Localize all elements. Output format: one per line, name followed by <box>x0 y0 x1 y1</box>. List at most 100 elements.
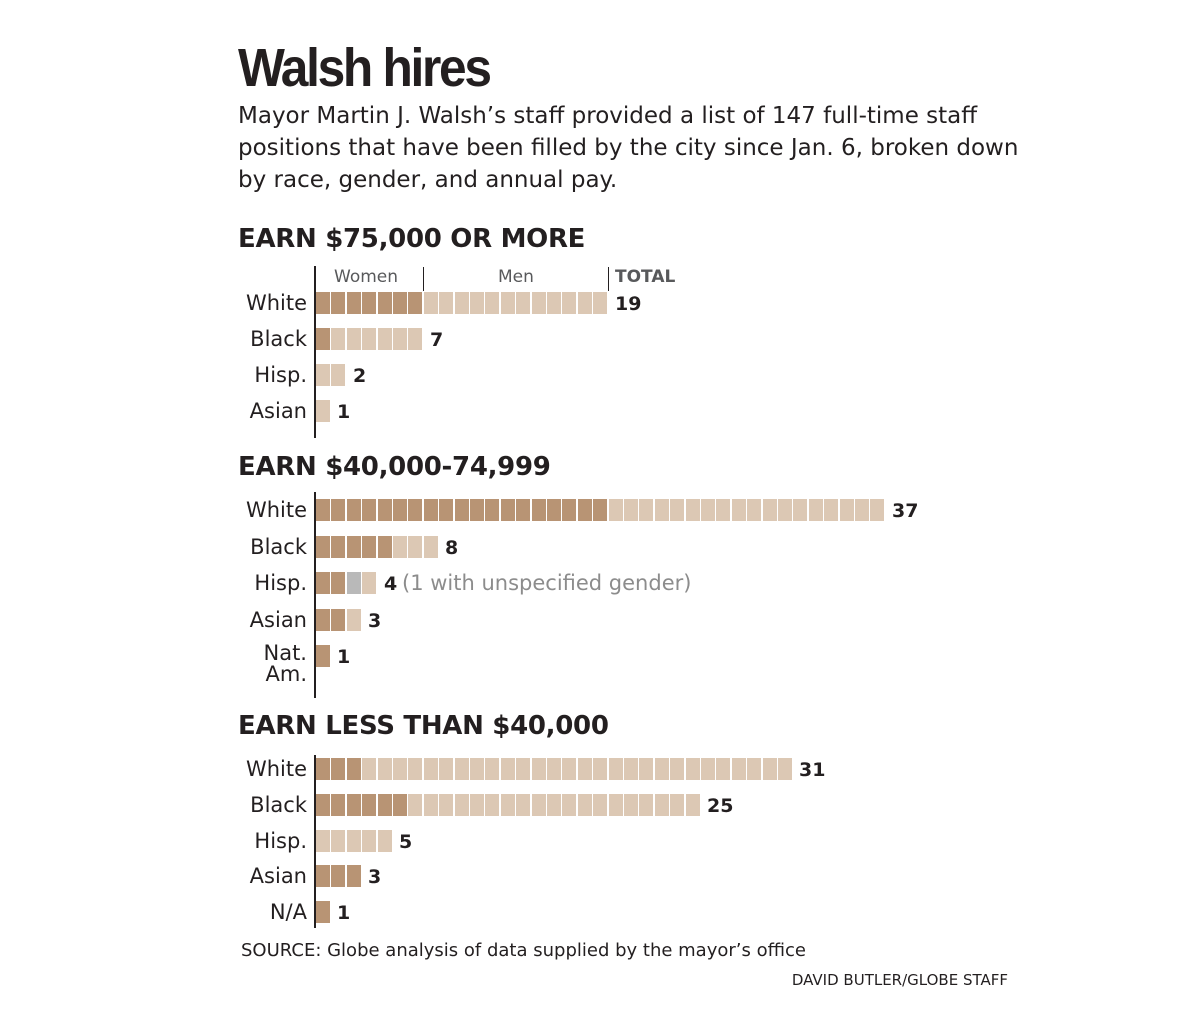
bar-cell-women <box>378 499 392 521</box>
bar-cell-men <box>716 758 730 780</box>
bar-cell-men <box>578 292 592 314</box>
bar-cell-men <box>501 794 515 816</box>
bar-cell-men <box>747 758 761 780</box>
bar-cell-men <box>855 499 869 521</box>
bar-cell-men <box>393 758 407 780</box>
total-label: 5 <box>399 831 413 853</box>
bar-cell-men <box>609 794 623 816</box>
bar-cell-women <box>408 292 422 314</box>
bar-cell-men <box>547 794 561 816</box>
bar-cell-women <box>331 865 345 887</box>
bar-cell-men <box>593 794 607 816</box>
section-title: EARN $40,000-74,999 <box>238 452 551 482</box>
bar-cell-men <box>408 794 422 816</box>
row-label: White <box>245 291 307 315</box>
total-label: 7 <box>430 329 444 351</box>
bar-cell-women <box>316 609 330 631</box>
column-header-men: Men <box>498 267 534 287</box>
bar-cell-women <box>485 499 499 521</box>
bar-cell-men <box>424 536 438 558</box>
bar-cell-women <box>316 328 330 350</box>
bar-cell-men <box>639 499 653 521</box>
credit-line: DAVID BUTLER/GLOBE STAFF <box>791 971 1008 989</box>
bar-cell-men <box>870 499 884 521</box>
total-label: 19 <box>615 293 642 315</box>
bar-cell-men <box>455 758 469 780</box>
bar-cell-women <box>347 292 361 314</box>
bar-cell-men <box>516 758 530 780</box>
bar-cell-women <box>316 292 330 314</box>
bar-cell-men <box>532 758 546 780</box>
bar-cell-women <box>501 499 515 521</box>
bar-cell-men <box>408 536 422 558</box>
bar-cell-men <box>424 758 438 780</box>
axis-line <box>314 266 316 438</box>
bar-cell-men <box>347 609 361 631</box>
bar-cell-men <box>840 499 854 521</box>
bar-cell-men <box>485 794 499 816</box>
bar-cell-men <box>485 292 499 314</box>
total-label: 1 <box>337 646 351 668</box>
bar-cell-men <box>624 499 638 521</box>
bar-cell-women <box>470 499 484 521</box>
bar-cell-men <box>562 292 576 314</box>
bar-cell-men <box>316 400 330 422</box>
intro-text: Mayor Martin J. Walsh’s staff provided a… <box>238 103 1019 193</box>
bar-cell-women <box>362 536 376 558</box>
bar-cell-men <box>686 499 700 521</box>
bar-cell-women <box>331 794 345 816</box>
bar-cell-women <box>593 499 607 521</box>
axis-line <box>314 755 316 928</box>
bar-cell-men <box>824 499 838 521</box>
total-label: 3 <box>368 866 382 888</box>
bar-cell-men <box>670 758 684 780</box>
row-label: Asian <box>249 608 307 632</box>
row-label: White <box>245 498 307 522</box>
axis-line <box>314 492 316 698</box>
bar-cell-men <box>655 758 669 780</box>
bar-cell-women <box>578 499 592 521</box>
row-label: Black <box>250 327 307 351</box>
column-header-total: TOTAL <box>615 267 676 287</box>
total-label: 4 <box>384 573 398 595</box>
bar-cell-men <box>639 758 653 780</box>
bar-cell-women <box>516 499 530 521</box>
row-label: White <box>245 757 307 781</box>
total-label: 1 <box>337 902 351 924</box>
bar-cell-women <box>347 536 361 558</box>
bar-cell-men <box>470 794 484 816</box>
bar-cell-men <box>316 830 330 852</box>
bar-cell-men <box>393 536 407 558</box>
bar-cell-men <box>624 758 638 780</box>
bar-cell-men <box>393 328 407 350</box>
bar-cell-men <box>655 794 669 816</box>
bar-cell-men <box>362 328 376 350</box>
bar-cell-men <box>578 794 592 816</box>
bar-cell-men <box>516 794 530 816</box>
bar-cell-men <box>470 292 484 314</box>
bar-cell-men <box>670 499 684 521</box>
row-label: Black <box>250 535 307 559</box>
bar-cell-men <box>701 499 715 521</box>
bar-cell-women <box>362 292 376 314</box>
bar-cell-men <box>424 292 438 314</box>
bar-cell-women <box>316 901 330 923</box>
bar-cell-men <box>763 499 777 521</box>
bar-cell-men <box>378 758 392 780</box>
bar-cell-men <box>439 292 453 314</box>
bar-cell-women <box>316 499 330 521</box>
source-note: SOURCE: Globe analysis of data supplied … <box>241 940 806 961</box>
total-label: 25 <box>707 795 734 817</box>
bar-cell-men <box>793 499 807 521</box>
column-header-women: Women <box>334 267 399 287</box>
bar-cell-women <box>331 536 345 558</box>
bar-cell-men <box>532 292 546 314</box>
bar-cell-men <box>562 758 576 780</box>
bar-cell-men <box>424 794 438 816</box>
column-divider-tick <box>423 267 424 291</box>
bar-cell-women <box>547 499 561 521</box>
bar-cell-women <box>347 758 361 780</box>
bar-cell-men <box>362 758 376 780</box>
bar-cell-men <box>455 292 469 314</box>
bar-cell-women <box>316 865 330 887</box>
